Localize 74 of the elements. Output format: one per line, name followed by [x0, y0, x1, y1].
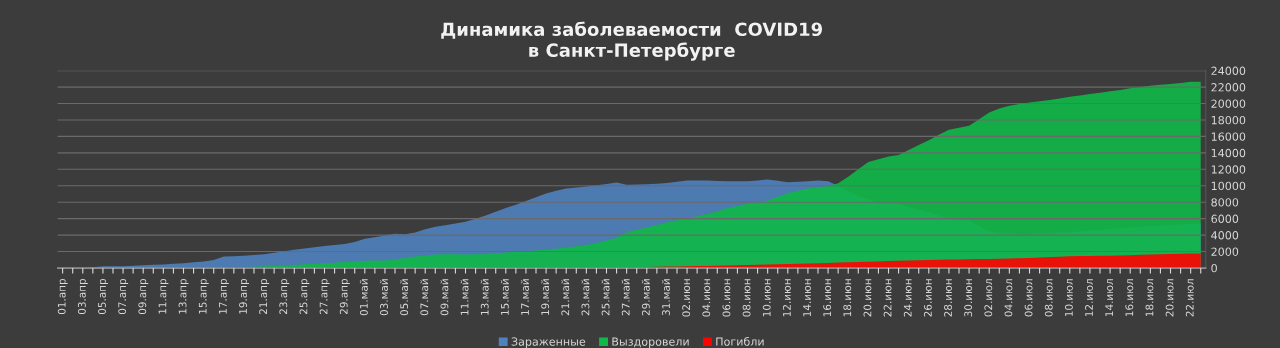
legend-label: Выздоровели: [612, 337, 689, 348]
y-tick-label: 14000: [1211, 148, 1246, 158]
x-tick-label: 31.май: [661, 279, 670, 316]
x-tick-label: 10.июл: [1064, 279, 1073, 316]
x-tick-label: 07.апр: [118, 278, 129, 315]
x-tick-label: 05.апр: [98, 278, 108, 315]
x-tick-label: 20.июл: [1165, 279, 1174, 317]
x-tick-label: 29.апр: [339, 278, 350, 314]
x-tick-label: 17.апр: [219, 278, 229, 314]
y-tick-label: 0: [1211, 263, 1217, 273]
x-tick-label: 19.апр: [239, 278, 249, 314]
x-tick-label: 11.апр: [158, 278, 169, 314]
x-tick-label: 09.май: [440, 279, 449, 316]
y-tick-label: 10000: [1211, 181, 1246, 191]
y-tick-label: 12000: [1211, 165, 1246, 174]
x-tick-label: 12.июл: [1085, 279, 1093, 316]
x-tick-label: 03.май: [379, 279, 388, 316]
x-tick-label: 05.май: [400, 279, 409, 316]
x-tick-label: 21.апр: [259, 278, 270, 314]
y-tick-label: 16000: [1211, 132, 1246, 141]
y-tick-label: 8000: [1211, 198, 1239, 207]
x-tick-label: 16.июл: [1125, 279, 1134, 316]
x-tick-label: 06.июн: [722, 279, 731, 317]
x-tick-label: 10.июн: [762, 279, 771, 317]
y-tick-label: 4000: [1211, 231, 1239, 240]
x-tick-label: 02.июн: [682, 279, 691, 317]
x-tick-label: 07.май: [420, 279, 429, 316]
x-tick-label: 16.июн: [823, 279, 832, 317]
y-tick-label: 6000: [1211, 214, 1239, 224]
x-tick-label: 15.апр: [198, 278, 209, 314]
x-tick-label: 20.июн: [863, 279, 872, 317]
x-tick-label: 01.апр: [57, 278, 68, 315]
x-tick-label: 08.июн: [742, 279, 751, 317]
x-tick-label: 30.июн: [964, 279, 973, 317]
x-tick-label: 18.июл: [1145, 279, 1154, 316]
chart-title: Динамика заболеваемости COVID19 в Санкт-Петербурге: [441, 21, 823, 61]
x-tick-label: 01.май: [359, 279, 368, 316]
legend-label: Погибли: [716, 336, 764, 346]
x-tick-label: 28.июн: [944, 279, 952, 317]
x-tick-label: 04.июл: [1004, 279, 1013, 317]
x-tick-label: 17.май: [520, 279, 529, 315]
y-tick-label: 22000: [1211, 83, 1246, 92]
x-tick-label: 23.апр: [279, 278, 290, 314]
x-tick-label: 09.апр: [138, 278, 149, 315]
x-tick-label: 25.апр: [299, 278, 310, 314]
x-tick-label: 25.май: [601, 279, 610, 316]
x-tick-label: 27.апр: [319, 278, 330, 314]
x-tick-label: 18.июн: [843, 279, 852, 317]
y-tick-label: 2000: [1211, 247, 1239, 256]
x-tick-label: 14.июн: [803, 279, 811, 317]
y-tick-label: 24000: [1211, 66, 1246, 76]
x-tick-label: 22.июн: [883, 279, 892, 317]
x-tick-label: 26.июн: [923, 279, 932, 317]
legend-label: Зараженные: [511, 337, 586, 348]
x-tick-label: 21.май: [561, 279, 570, 316]
x-tick-label: 02.июл: [984, 279, 993, 317]
y-tick-label: 18000: [1211, 115, 1246, 125]
x-tick-label: 15.май: [500, 279, 509, 315]
x-tick-label: 03.апр: [77, 278, 88, 315]
x-tick-label: 13.май: [480, 279, 489, 315]
x-tick-label: 08.июл: [1044, 279, 1053, 317]
x-tick-label: 11.май: [460, 279, 469, 315]
x-tick-label: 12.июн: [782, 279, 791, 317]
x-tick-label: 29.май: [641, 279, 650, 316]
x-tick-label: 24.июн: [903, 279, 912, 317]
x-tick-label: 14.июл: [1105, 279, 1114, 316]
x-tick-label: 22.июл: [1185, 279, 1194, 317]
y-tick-label: 20000: [1211, 99, 1246, 108]
x-tick-label: 19.май: [541, 279, 550, 315]
x-tick-label: 13.апр: [178, 278, 189, 314]
x-tick-label: 23.май: [581, 279, 590, 316]
x-tick-label: 27.май: [621, 279, 630, 316]
x-tick-label: 04.июн: [702, 279, 711, 317]
x-tick-label: 06.июл: [1024, 279, 1033, 317]
